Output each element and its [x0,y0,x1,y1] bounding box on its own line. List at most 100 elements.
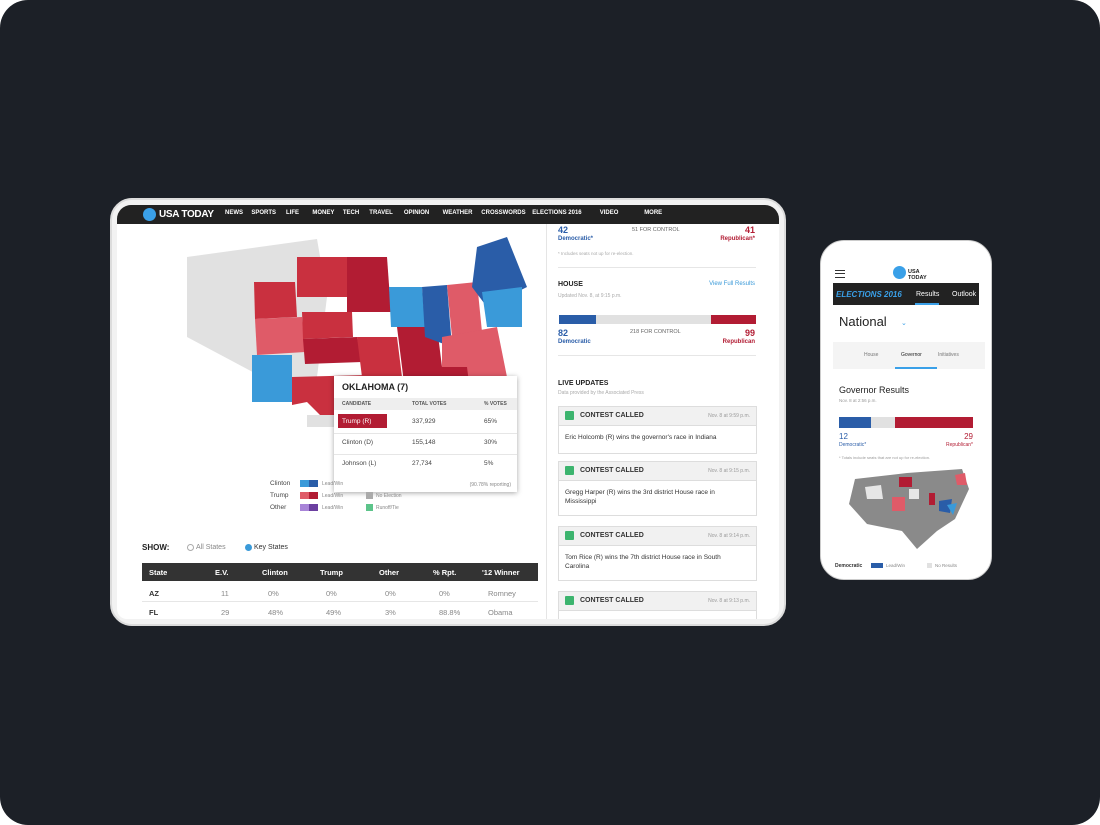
nav-item[interactable]: MORE [644,210,663,216]
gov-bar-rep [895,417,973,428]
gov-bar-dem [839,417,872,428]
legend-swatch [309,480,318,487]
card-text: Eric Holcomb (R) wins the governor's rac… [565,434,717,441]
nav-item[interactable]: VIDEO [599,210,619,216]
table-cell: 0% [439,589,450,598]
table-header-cell[interactable]: E.V. [215,568,229,577]
section-title[interactable]: ELECTIONS 2016 [836,290,902,299]
radio-label[interactable]: Key States [254,544,288,551]
nav-item[interactable]: SPORTS [251,210,277,216]
section-nav[interactable]: Outlook [952,291,977,298]
nav-item[interactable]: WEATHER [442,210,473,216]
winner-badge [338,414,387,428]
section-bar [833,283,979,305]
legend-swatch [300,492,309,499]
table-header [142,563,538,581]
nav-item[interactable]: ELECTIONS 2016 [532,210,582,216]
tooltip-cell: 337,929 [412,418,436,425]
table-header-cell[interactable]: Trump [320,568,343,577]
table-cell: FL [149,608,159,617]
house-link[interactable]: View Full Results [709,281,755,287]
nav-item[interactable]: MONEY [312,210,335,216]
show-label: SHOW: [142,543,170,552]
table-cell: Romney [488,589,516,598]
table-header-cell[interactable]: Other [379,568,400,577]
legend-text: No Results [935,563,958,568]
phone-frame: USA TODAY ELECTIONS 2016 Results Outlook Nat… [820,240,992,580]
rule [558,267,756,268]
update-card[interactable]: CONTEST CALLED Nov. 8 at 9:13 p.m. [558,591,757,619]
card-text: Tom Rice (R) wins the 7th district House… [565,554,721,570]
nav-item[interactable]: TECH [342,210,360,216]
tab-bar [833,342,985,369]
gov-rep-label: Republican* [946,442,973,448]
card-header [559,592,756,611]
card-status: CONTEST CALLED [580,467,644,474]
logo[interactable]: USA TODAY [908,269,927,281]
table-header-cell[interactable]: Clinton [262,568,288,577]
radio[interactable] [245,544,252,551]
house-bar-rep [711,315,756,324]
logo[interactable]: USA TODAY [159,209,214,220]
tooltip-cell: Clinton (D) [342,439,374,446]
state-tooltip: OKLAHOMA (7) (90.78% reporting) CANDIDAT… [334,376,517,492]
card-status: CONTEST CALLED [580,412,644,419]
nav-item[interactable]: CROSSWORDS [481,210,526,216]
tablet-frame: USA TODAY NEWS SPORTS LIFE MONEY TECH TRAVEL O… [110,198,786,626]
table-cell: 29 [221,608,230,617]
senate-control: 51 FOR CONTROL [632,227,680,233]
table-cell: 48% [268,608,284,617]
nav-item[interactable]: TRAVEL [369,210,393,216]
radio-label[interactable]: All States [196,544,226,551]
table-header-cell[interactable]: State [149,568,168,577]
legend-swatch [309,504,318,511]
radio[interactable] [187,544,194,551]
phone-screen: USA TODAY ELECTIONS 2016 Results Outlook Nat… [827,249,985,571]
table-cell: 0% [326,589,337,598]
table-cell: 0% [268,589,279,598]
house-dem-label: Democratic [558,339,591,345]
table-header-cell[interactable]: % Rpt. [433,568,457,577]
legend-text: Democratic [835,563,863,569]
card-time: Nov. 8 at 9:13 p.m. [708,598,750,604]
house-rep-label: Republican [722,339,755,345]
tab[interactable]: Governor [901,352,922,358]
nav-item[interactable]: LIFE [286,210,299,216]
update-card[interactable]: CONTEST CALLED Nov. 8 at 9:14 p.m. Tom Ric… [558,526,757,581]
gov-dem-label: Democratic* [839,442,867,448]
menu-icon[interactable] [835,270,845,278]
table-header-cell[interactable]: '12 Winner [482,568,520,577]
update-card[interactable]: CONTEST CALLED Nov. 8 at 9:59 p.m. Eric Ho… [558,406,757,454]
tooltip-col-header: TOTAL VOTES [412,401,447,407]
card-header [559,527,756,546]
nav-item[interactable]: NEWS [225,210,243,216]
legend-text: Lead/Win [322,505,344,511]
tooltip-footer: (90.78% reporting) [469,482,511,488]
table-cell: 88.8% [439,608,461,617]
gov-updated: Nov. 8 at 2:56 p.m. [839,398,877,403]
check-icon [565,411,574,420]
section-nav[interactable]: Results [916,291,940,298]
live-source: Data provided by the Associated Press [558,390,644,396]
nav-underline [915,303,939,305]
gov-title: Governor Results [839,385,910,395]
heading-caret: ⌄ [901,320,907,327]
senate-dem-label: Democratic* [558,236,594,242]
nav-bar: USA TODAY NEWS SPORTS LIFE MONEY TECH TRAVEL O… [117,205,779,224]
legend-text: No Election [376,493,402,499]
row-line [334,454,517,455]
legend-swatch [927,563,932,568]
tab[interactable]: House [864,352,879,358]
legend-swatch [300,504,309,511]
gov-rep-count: 29 [964,432,973,441]
card-text: Gregg Harper (R) wins the 3rd district H… [565,489,715,505]
table-cell: AZ [149,589,159,598]
card-header [559,407,756,426]
legend-text: Runoff/Tie [376,505,399,511]
legend-text: Lead/Win [886,563,906,568]
legend-swatch [366,504,373,511]
legend-swatch [871,563,883,568]
update-card[interactable]: CONTEST CALLED Nov. 8 at 9:15 p.m. Gregg H… [558,461,757,516]
nav-item[interactable]: OPINION [403,210,430,216]
tab[interactable]: Initiatives [938,352,959,358]
